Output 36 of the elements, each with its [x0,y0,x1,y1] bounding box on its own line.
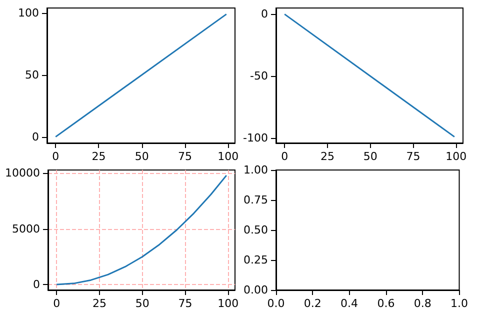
y-tick-label: 5000 [12,222,40,236]
y-tick-label: 1.00 [244,164,268,176]
x-tick-label: 75 [406,150,420,163]
x-tick-label: 0.2 [304,297,322,310]
y-tick-label: -50 [250,70,268,83]
x-tick-label: 0.4 [340,297,358,310]
x-tick-label: 100 [446,150,467,163]
x-tick-label: 50 [134,150,149,163]
x-tick-label: 0.0 [267,297,285,310]
y-tick-label: 0 [261,8,268,21]
y-tick-label: 50 [25,68,39,82]
x-tick-label: 25 [92,297,106,310]
y-tick-label: 0.50 [244,224,268,236]
y-tick-label: 0 [32,130,39,144]
line-series [56,174,228,286]
y-tick-label: -100 [243,132,268,145]
y-tick-label: 0.75 [244,194,268,206]
x-tick-label: 50 [135,297,150,310]
x-tick-label: 0 [53,297,60,310]
x-tick-label: 1.0 [450,297,468,310]
x-tick-label: 75 [178,150,192,163]
x-tick-label: 50 [363,150,378,163]
x-tick-label: 0 [281,150,288,163]
y-tick-label: 10000 [4,166,40,180]
y-tick-label: 0.25 [244,254,268,266]
x-tick-label: 0 [52,150,60,163]
x-tick-label: 25 [320,150,334,163]
x-tick-label: 75 [178,297,192,310]
x-tick-label: 0.8 [414,297,432,310]
y-tick-label: 100 [18,6,39,20]
x-tick-label: 25 [92,150,106,163]
x-tick-label: 100 [218,150,239,163]
x-tick-label: 0.6 [377,297,395,310]
y-tick-label: 0.00 [244,284,268,296]
x-tick-label: 100 [218,297,239,310]
y-tick-label: 0 [32,278,40,292]
